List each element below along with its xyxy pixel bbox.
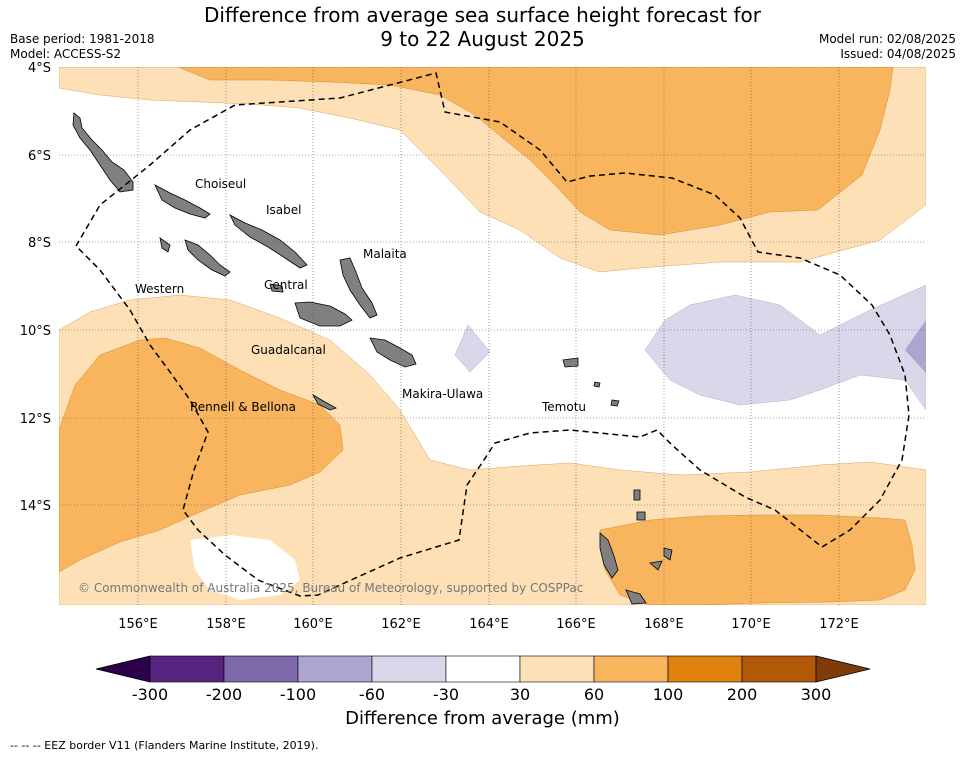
colorbar-tick-label: 200 [727,685,758,704]
lon-label: 162°E [381,617,421,632]
model-run-date: Model run: 02/08/2025 [818,32,956,46]
island [154,184,211,219]
lon-label: 168°E [644,617,684,632]
lon-label: 160°E [293,617,333,632]
colorbar-title: Difference from average (mm) [345,708,620,729]
island [593,381,601,388]
anomaly-contour-neg60-neg100 [905,320,926,373]
lat-label: 10°S [20,324,51,339]
island [610,399,620,407]
island [633,489,641,501]
lat-label: 14°S [20,499,51,514]
colorbar-segment [667,655,743,683]
island [184,239,231,277]
model-name: Model: ACCESS-S2 [10,47,122,61]
colorbar-segment [297,655,373,683]
colorbar-tick-label: 100 [653,685,684,704]
colorbar-segment [223,655,299,683]
anomaly-contour-60-100-west [59,337,344,573]
island [369,337,417,368]
solomon-islands-landmass [72,112,673,605]
eez-border-line [75,72,910,597]
colorbar-tick-label: 30 [510,685,530,704]
island [159,237,171,253]
island [625,589,647,605]
map-area: Choiseul Isabel Malaita Western Central … [59,67,926,605]
run-info: Model run: 02/08/2025 Issued: 04/08/2025 [819,32,956,62]
island [311,393,337,411]
model-info: Base period: 1981-2018 Model: ACCESS-S2 [10,32,155,62]
graticule [59,67,926,605]
island [269,283,284,293]
lat-label: 12°S [20,412,51,427]
lon-label: 156°E [118,617,158,632]
colorbar-segment [741,655,817,683]
lat-label: 8°S [28,236,51,251]
title-line-2: 9 to 22 August 2025 [380,27,585,51]
island [72,112,134,193]
island [636,511,646,521]
region-label-guadalcanal: Guadalcanal [251,343,326,357]
colorbar-tick-label: -30 [433,685,459,704]
lon-label: 158°E [206,617,246,632]
colorbar-segment [593,655,669,683]
lon-label: 170°E [731,617,771,632]
colorbar-segment [371,655,447,683]
chart-title: Difference from average sea surface heig… [0,3,965,51]
colorbar-segment [149,655,225,683]
colorbar-segment [519,655,595,683]
island [649,560,663,571]
base-period: Base period: 1981-2018 [10,32,155,46]
colorbar-tick-label: -200 [206,685,242,704]
island [599,532,619,579]
lon-label: 164°E [469,617,509,632]
longitude-labels: 156°E 158°E 160°E 162°E 164°E 166°E 168°… [118,617,859,632]
lon-label: 166°E [556,617,596,632]
issued-date: Issued: 04/08/2025 [840,47,956,61]
region-label-rennell-bellona: Rennell & Bellona [190,400,296,414]
anomaly-contour-neg30-neg60 [644,284,926,411]
island [562,357,579,368]
island [294,301,353,327]
colorbar-tick-label: -60 [359,685,385,704]
region-label-malaita: Malaita [363,247,407,261]
lon-label: 172°E [819,617,859,632]
region-label-choiseul: Choiseul [195,177,246,191]
colorbar-tick-label: 60 [584,685,604,704]
title-line-1: Difference from average sea surface heig… [203,3,762,27]
region-label-makira-ulawa: Makira-Ulawa [402,387,483,401]
region-label-central: Central [264,278,308,292]
eez-legend-footnote: -- -- -- EEZ border V11 (Flanders Marine… [10,739,319,752]
anomaly-contour-neg30-small [454,324,491,373]
colorbar-tick-label: 300 [801,685,832,704]
copyright-notice: © Commonwealth of Australia 2025, Bureau… [78,581,583,595]
region-label-isabel: Isabel [266,203,301,217]
anomaly-neutral-patch [190,535,300,600]
anomaly-contour-60-100-southeast [599,514,916,605]
anomaly-contour-60-100-north [177,67,894,236]
island [229,214,308,269]
colorbar-segment [445,655,521,683]
colorbar: -300 -200 -100 -60 -30 30 60 100 200 300 [95,655,871,704]
island [339,257,378,319]
colorbar-tick-label: -300 [132,685,168,704]
colorbar-tick-label: -100 [280,685,316,704]
latitude-labels: 4°S 6°S 8°S 10°S 12°S 14°S [20,61,51,514]
colorbar-under-arrow [95,655,151,683]
colorbar-over-arrow [815,655,871,683]
region-label-temotu: Temotu [541,400,586,414]
lat-label: 6°S [28,149,51,164]
region-label-western: Western [135,282,184,296]
lat-label: 4°S [28,61,51,76]
